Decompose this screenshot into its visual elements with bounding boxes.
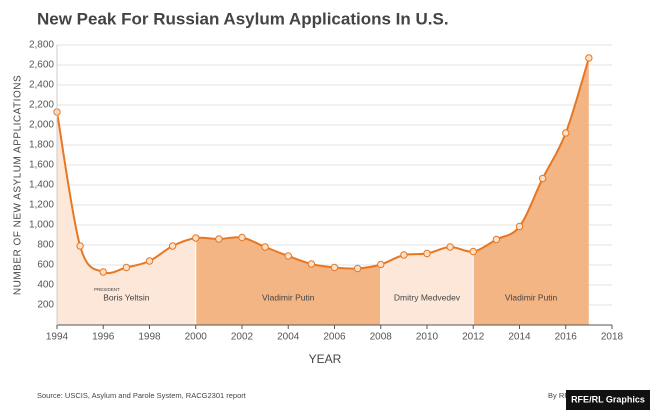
logo: RFE/RL Graphics	[571, 394, 645, 404]
y-tick-label: 1,800	[29, 140, 54, 151]
point	[192, 234, 200, 242]
x-tick-label: 2008	[370, 332, 393, 343]
point	[423, 249, 431, 258]
x-tick-label: 2014	[508, 332, 531, 343]
era-area	[195, 237, 381, 325]
point	[330, 263, 339, 272]
y-tick-label: 1,400	[29, 180, 54, 191]
y-tick-label: 2,400	[29, 80, 54, 91]
point	[215, 235, 223, 243]
x-tick-label: 2002	[231, 332, 254, 343]
y-tick-label: 2,200	[29, 100, 54, 111]
point	[515, 222, 524, 231]
x-tick-label: 2004	[277, 332, 300, 343]
x-tick-label: 2000	[185, 332, 208, 343]
y-tick-label: 1,200	[29, 200, 54, 211]
point	[562, 129, 570, 137]
era-area	[473, 58, 589, 325]
y-tick-label: 600	[37, 260, 54, 271]
era-label: PRESIDENT	[94, 287, 120, 292]
x-tick-label: 1994	[46, 332, 69, 343]
y-tick-label: 1,000	[29, 220, 54, 231]
point	[400, 251, 408, 259]
point	[446, 243, 454, 251]
era-name: Vladimir Putin	[262, 292, 315, 302]
point	[145, 257, 154, 265]
source: Source: USCIS, Asylum and Parole System,…	[37, 391, 247, 400]
era-area	[57, 112, 196, 325]
x-tick-label: 2016	[555, 332, 578, 343]
era-area	[380, 246, 474, 325]
x-axis-label: YEAR	[309, 352, 342, 366]
era-name: Vladimir Putin	[505, 292, 558, 302]
point	[307, 260, 316, 268]
point	[377, 260, 385, 269]
point	[261, 243, 269, 251]
y-tick-label: 2,600	[29, 60, 54, 71]
byline: By RF	[548, 391, 569, 400]
y-axis-label: NUMBER OF NEW ASYLUM APPLICATIONS	[13, 75, 24, 295]
x-tick-label: 1996	[92, 332, 115, 343]
x-tick-label: 2012	[462, 332, 485, 343]
point	[353, 264, 362, 273]
point	[238, 233, 246, 242]
era-name: Boris Yeltsin	[103, 292, 150, 302]
point	[122, 263, 131, 272]
y-tick-label: 2,000	[29, 120, 54, 131]
logo-box	[566, 390, 650, 410]
chart-title: New Peak For Russian Asylum Applications…	[37, 9, 449, 28]
point	[492, 235, 501, 244]
y-tick-label: 400	[37, 280, 54, 291]
y-tick-label: 800	[37, 240, 54, 251]
point	[469, 247, 477, 256]
y-tick-label: 200	[37, 300, 54, 311]
x-tick-label: 1998	[138, 332, 161, 343]
x-tick-label: 2018	[601, 332, 624, 343]
y-tick-label: 2,800	[29, 40, 54, 51]
x-tick-label: 2006	[323, 332, 346, 343]
point	[168, 242, 177, 250]
y-tick-label: 1,600	[29, 160, 54, 171]
era-name: Dmitry Medvedev	[394, 292, 461, 302]
x-tick-label: 2010	[416, 332, 439, 343]
point	[76, 242, 84, 250]
point	[99, 268, 107, 276]
point	[585, 54, 593, 62]
point	[538, 174, 547, 183]
point	[284, 252, 292, 260]
